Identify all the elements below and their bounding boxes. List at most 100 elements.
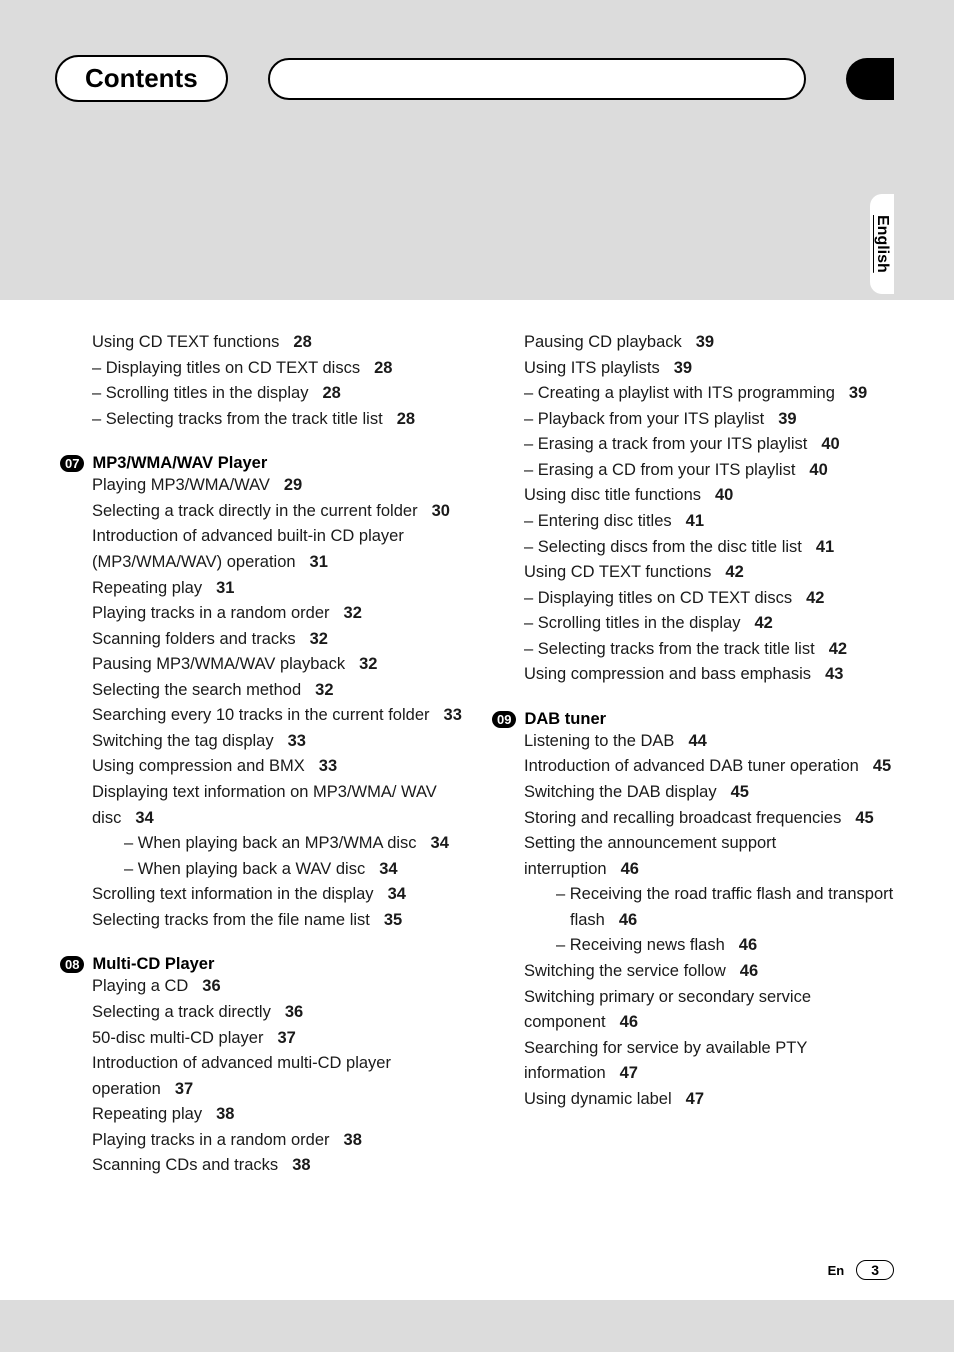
footer: En 3 [828, 1260, 894, 1280]
decorative-pill [268, 58, 806, 100]
toc-entry-text: Selecting a track directly [92, 1003, 271, 1021]
content-area: Using CD TEXT functions 28 – Displaying ti… [0, 300, 954, 1300]
toc-entry-text: Introduction of advanced built-in CD pla… [92, 527, 404, 571]
toc-subentry-page: 39 [849, 384, 867, 402]
toc-entry-page: 28 [293, 333, 311, 351]
toc-entry: Playing tracks in a random order 32 [92, 601, 462, 627]
toc-subentry-text: – Scrolling titles in the display [524, 614, 740, 632]
toc-entry-page: 36 [202, 977, 220, 995]
toc-entry: Switching primary or secondary service c… [524, 985, 894, 1036]
toc-subentry-text: – Displaying titles on CD TEXT discs [524, 589, 792, 607]
toc-entry-text: Using CD TEXT functions [92, 333, 279, 351]
footer-lang: En [828, 1263, 845, 1278]
toc-subentry: – Selecting tracks from the track title … [60, 407, 462, 433]
toc-entry-text: Playing a CD [92, 977, 188, 995]
toc-entry-page: 37 [175, 1080, 193, 1098]
header-area: Contents English [0, 0, 954, 300]
toc-subentry-text: – Selecting discs from the disc title li… [524, 538, 802, 556]
toc-entry-text: Using compression and BMX [92, 757, 305, 775]
toc-entry: Selecting a track directly 36 [92, 1000, 462, 1026]
toc-subentry: – Receiving news flash46 [524, 933, 894, 959]
toc-entry-text: Storing and recalling broadcast frequenc… [524, 809, 841, 827]
toc-subentry-text: – Scrolling titles in the display [92, 384, 308, 402]
toc-entry: Pausing MP3/WMA/WAV playback 32 [92, 652, 462, 678]
toc-subentry-page: 42 [754, 614, 772, 632]
toc-subentry: – Displaying titles on CD TEXT discs28 [60, 356, 462, 382]
toc-subentry: – Playback from your ITS playlist39 [492, 407, 894, 433]
toc-entry-text: Using dynamic label [524, 1090, 672, 1108]
toc-subentry-text: – Creating a playlist with ITS programmi… [524, 384, 835, 402]
toc-subentry-page: 46 [739, 936, 757, 954]
toc-entry-page: 38 [344, 1131, 362, 1149]
title-pill: Contents [55, 55, 228, 102]
title-container: Contents [55, 55, 894, 102]
toc-entry: Using ITS playlists39 [492, 356, 894, 382]
toc-entry-text: Listening to the DAB [524, 732, 674, 750]
toc-entry: Switching the tag display33 [92, 729, 462, 755]
toc-entry-page: 32 [344, 604, 362, 622]
toc-entry-page: 47 [686, 1090, 704, 1108]
toc-entry: Selecting a track directly in the curren… [92, 499, 462, 525]
toc-subentry: – Erasing a track from your ITS playlist… [492, 432, 894, 458]
toc-entry-text: Selecting a track directly in the curren… [92, 502, 418, 520]
toc-entry: Using compression and BMX33 [92, 754, 462, 780]
section-body: Listening to the DAB44Introduction of ad… [492, 729, 894, 1112]
toc-entry-page: 42 [725, 563, 743, 581]
toc-entry-page: 32 [310, 630, 328, 648]
toc-entry-page: 46 [620, 1013, 638, 1031]
section-body: Playing a CD36Selecting a track directly… [60, 974, 462, 1179]
toc-entry: Setting the announcement support interru… [524, 831, 894, 882]
toc-entry-page: 40 [715, 486, 733, 504]
toc-entry-text: Scrolling text information in the displa… [92, 885, 374, 903]
toc-subentry-page: 39 [778, 410, 796, 428]
section-number-chip: 08 [60, 956, 84, 973]
toc-subentry-text: – Entering disc titles [524, 512, 672, 530]
toc-entry-page: 31 [216, 579, 234, 597]
toc-entry-page: 38 [216, 1105, 234, 1123]
toc-entry-text: Using ITS playlists [524, 359, 660, 377]
toc-entry: Playing a CD 36 [92, 974, 462, 1000]
toc-entry-text: Using disc title functions [524, 486, 701, 504]
toc-entry: Using CD TEXT functions 42 [492, 560, 894, 586]
toc-entry-page: 37 [277, 1029, 295, 1047]
toc-subentry-page: 42 [829, 640, 847, 658]
toc-entry-page: 46 [621, 860, 639, 878]
toc-entry-text: Using compression and bass emphasis [524, 665, 811, 683]
columns: Using CD TEXT functions 28 – Displaying ti… [60, 330, 894, 1179]
toc-entry-page: 29 [284, 476, 302, 494]
toc-entry-text: Switching the DAB display [524, 783, 717, 801]
toc-subentry-page: 28 [322, 384, 340, 402]
toc-entry: Displaying text information on MP3/WMA/ … [92, 780, 462, 831]
toc-entry: Selecting tracks from the file name list… [92, 908, 462, 934]
toc-entry-text: Playing tracks in a random order [92, 1131, 330, 1149]
toc-entry-text: Using CD TEXT functions [524, 563, 711, 581]
toc-subentry: – Selecting discs from the disc title li… [492, 535, 894, 561]
column-right: Pausing CD playback 39 Using ITS playlists… [492, 330, 894, 1179]
toc-entry-text: Pausing CD playback [524, 333, 682, 351]
column-left: Using CD TEXT functions 28 – Displaying ti… [60, 330, 462, 1179]
toc-subentry-text: – Receiving the road traffic flash and t… [556, 885, 893, 929]
toc-entry-page: 32 [359, 655, 377, 673]
toc-entry-text: Selecting tracks from the file name list [92, 911, 370, 929]
toc-subentry: – Creating a playlist with ITS programmi… [492, 381, 894, 407]
toc-entry-page: 36 [285, 1003, 303, 1021]
toc-entry-text: Playing tracks in a random order [92, 604, 330, 622]
footer-page-number: 3 [856, 1260, 894, 1280]
toc-entry: Selecting the search method32 [92, 678, 462, 704]
toc-subentry-page: 40 [821, 435, 839, 453]
toc-entry: Using CD TEXT functions 28 [60, 330, 462, 356]
toc-subentry-text: – Displaying titles on CD TEXT discs [92, 359, 360, 377]
toc-entry-text: Searching every 10 tracks in the current… [92, 706, 430, 724]
toc-entry: Using disc title functions 40 [492, 483, 894, 509]
toc-subentry-page: 41 [816, 538, 834, 556]
toc-entry: Repeating play38 [92, 1102, 462, 1128]
toc-entry: Playing MP3/WMA/WAV29 [92, 473, 462, 499]
toc-subentry: – Scrolling titles in the display 28 [60, 381, 462, 407]
toc-entry: Switching the service follow46 [524, 959, 894, 985]
toc-entry-text: Pausing MP3/WMA/WAV playback [92, 655, 345, 673]
toc-entry-page: 30 [432, 502, 450, 520]
toc-entry-text: Searching for service by available PTY i… [524, 1039, 807, 1083]
toc-entry: Introduction of advanced multi-CD player… [92, 1051, 462, 1102]
toc-entry-text: 50-disc multi-CD player [92, 1029, 263, 1047]
toc-entry-text: Selecting the search method [92, 681, 301, 699]
